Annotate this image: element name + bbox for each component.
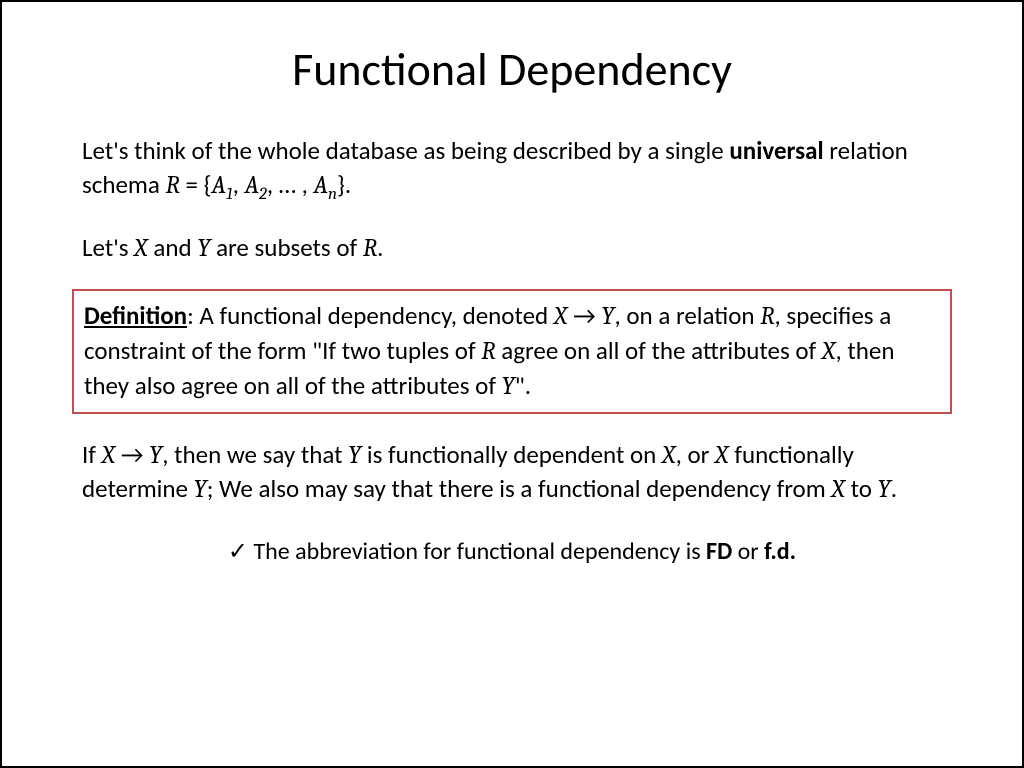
def-X2: X [822, 337, 836, 366]
p3-b: , then we say that [162, 439, 348, 470]
def-X1: X [554, 302, 568, 331]
p1-comma1: , [233, 169, 245, 200]
foot-fd1: FD [706, 537, 732, 566]
p2-d: . [377, 232, 383, 263]
slide-title: Functional Dependency [62, 42, 962, 98]
def-Y1: Y [601, 302, 614, 331]
p1-An: A [314, 171, 328, 200]
p2-Y: Y [197, 234, 210, 263]
p1-subn: n [328, 185, 337, 204]
footer-note: ✓ The abbreviation for functional depend… [62, 537, 962, 566]
p1-R: R [166, 171, 180, 200]
p3-X4: X [831, 475, 845, 504]
p3-Y3: Y [194, 475, 207, 504]
p2-X: X [134, 234, 148, 263]
p3-f: ; We also may say that there is a functi… [207, 473, 832, 504]
p3-Y1: Y [149, 441, 162, 470]
def-a: : A functional dependency, denoted [187, 300, 554, 331]
p2-R: R [363, 234, 377, 263]
p1-sub1: 1 [226, 185, 233, 204]
p3-arrow: → [115, 439, 149, 470]
p1-sub2: 2 [259, 185, 267, 204]
paragraph-intro: Let's think of the whole database as bei… [62, 134, 962, 207]
def-Y2: Y [502, 372, 515, 401]
p1-universal: universal [729, 135, 823, 166]
p2-a: Let's [82, 232, 134, 263]
p3-h: . [891, 473, 897, 504]
p3-c: is functionally dependent on [361, 439, 662, 470]
paragraph-subsets: Let's X and Y are subsets of R. [62, 231, 962, 266]
p3-X3: X [715, 441, 729, 470]
def-label: Definition [84, 300, 187, 331]
definition-box: Definition: A functional dependency, den… [72, 289, 952, 413]
p1-dots: , … , [267, 169, 314, 200]
p3-Y2: Y [348, 441, 361, 470]
p1-text-a: Let's think of the whole database as bei… [82, 135, 729, 166]
def-b: , on a relation [614, 300, 760, 331]
slide-content: Let's think of the whole database as bei… [62, 134, 962, 736]
p3-X2: X [662, 441, 676, 470]
p1-A1: A [212, 171, 226, 200]
def-R1: R [760, 302, 774, 331]
p2-b: and [148, 232, 198, 263]
p3-Y4: Y [878, 475, 891, 504]
def-f: ". [515, 370, 531, 401]
check-icon: ✓ [228, 538, 248, 565]
p3-a: If [82, 439, 102, 470]
foot-or: or [732, 537, 764, 566]
def-R2: R [481, 337, 495, 366]
paragraph-explain: If X → Y, then we say that Y is function… [62, 438, 962, 508]
foot-a: The abbreviation for functional dependen… [248, 537, 706, 566]
slide-frame: Functional Dependency Let's think of the… [0, 0, 1024, 768]
p2-c: are subsets of [210, 232, 362, 263]
foot-fd2: f.d. [764, 537, 796, 566]
p3-g: to [845, 473, 878, 504]
p1-A2: A [245, 171, 259, 200]
p1-close: }. [337, 169, 351, 200]
p3-X1: X [102, 441, 116, 470]
def-arrow1: → [567, 300, 601, 331]
p1-eq: = { [180, 169, 212, 200]
p3-d: , or [676, 439, 715, 470]
def-d: agree on all of the attributes of [496, 335, 822, 366]
